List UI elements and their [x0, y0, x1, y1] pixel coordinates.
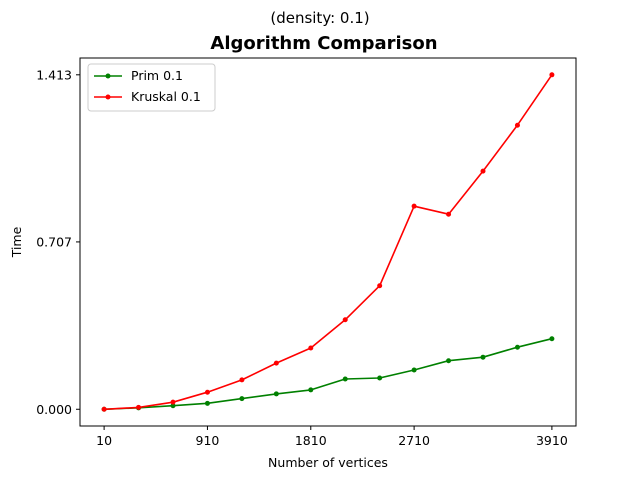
x-tick-label: 1810 [295, 433, 327, 448]
prim-data-point [342, 376, 348, 382]
prim-data-point [204, 400, 210, 406]
kruskal-data-point [411, 203, 417, 209]
kruskal-data-point [239, 377, 245, 383]
kruskal-data-point [549, 72, 555, 78]
prim-data-point [446, 358, 452, 364]
x-tick-label: 2710 [398, 433, 430, 448]
prim-data-point [377, 375, 383, 381]
kruskal-data-point [480, 168, 486, 174]
legend-prim-marker [105, 73, 111, 79]
x-tick-label: 3910 [536, 433, 568, 448]
prim-data-point [273, 391, 279, 397]
y-tick-label: 0.000 [36, 402, 72, 417]
kruskal-data-point [514, 122, 520, 128]
prim-data-point [514, 344, 520, 350]
plot-frame [79, 57, 577, 427]
kruskal-data-point [170, 399, 176, 405]
chart-subtitle: (density: 0.1) [270, 9, 369, 27]
x-tick-label: 10 [96, 433, 112, 448]
prim-data-point [549, 336, 555, 342]
legend: Prim 0.1 Kruskal 0.1 [87, 63, 216, 112]
y-tick-label: 0.707 [36, 234, 72, 249]
kruskal-series-line [104, 74, 553, 411]
prim-data-point [480, 354, 486, 360]
kruskal-data-point [342, 317, 348, 323]
prim-data-point [411, 367, 417, 373]
kruskal-data-point [136, 404, 142, 410]
prim-data-point [308, 387, 314, 393]
ticks-layer: 10 910 1810 2710 3910 0.000 0.707 1.413 [36, 67, 568, 448]
kruskal-data-point [377, 283, 383, 289]
x-axis-label: Number of vertices [268, 455, 388, 470]
kruskal-data-point [273, 360, 279, 366]
prim-data-point [170, 403, 176, 409]
y-axis-label: Time [9, 226, 24, 258]
prim-data-point [239, 396, 245, 402]
kruskal-data-point [101, 406, 107, 412]
kruskal-data-point [308, 345, 314, 351]
prim-series-line [104, 337, 553, 411]
x-tick-label: 910 [196, 433, 220, 448]
kruskal-data-point [204, 389, 210, 395]
legend-prim-label: Prim 0.1 [131, 68, 183, 83]
legend-kruskal-marker [105, 94, 111, 100]
kruskal-data-point [446, 211, 452, 217]
legend-kruskal-label: Kruskal 0.1 [131, 89, 201, 104]
chart-title: Algorithm Comparison [210, 33, 437, 54]
y-tick-label: 1.413 [36, 67, 72, 82]
series-layer [101, 72, 555, 412]
